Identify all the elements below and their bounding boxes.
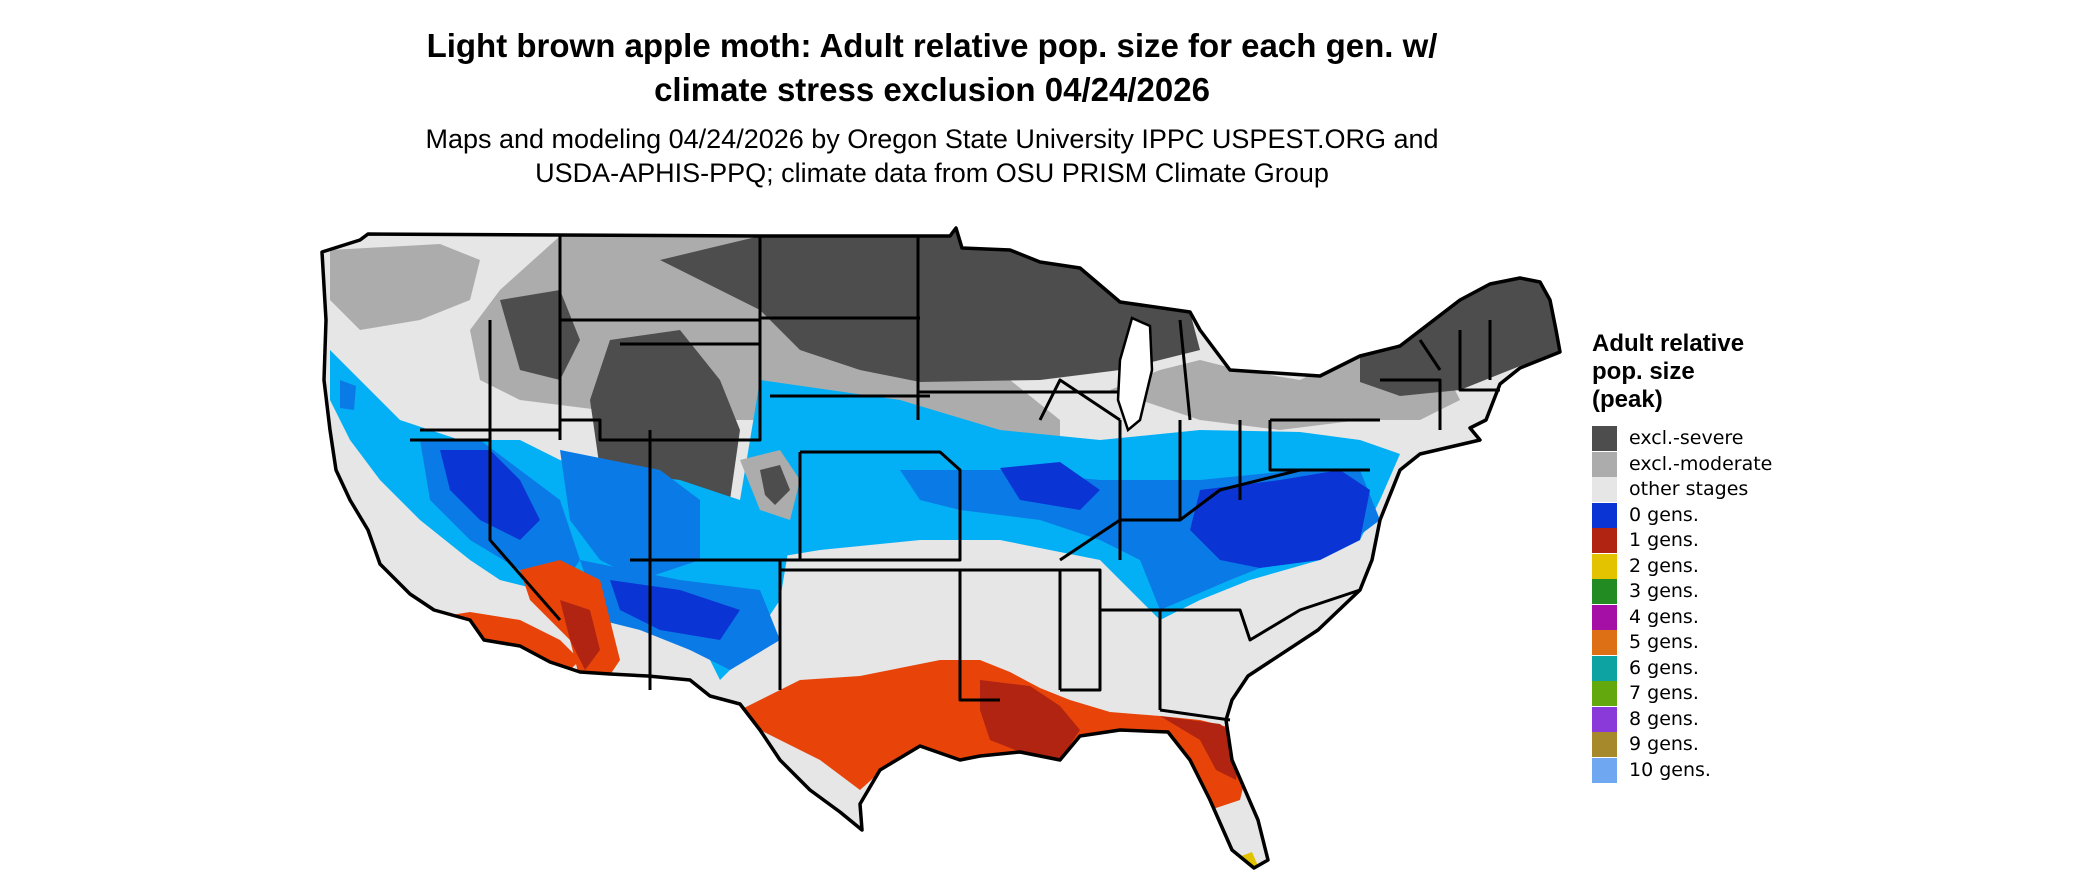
legend-item: 1 gens. [1592, 528, 1852, 554]
legend-label: excl.-severe [1629, 427, 1744, 450]
legend-swatch [1592, 579, 1617, 605]
legend-label: 4 gens. [1629, 605, 1699, 628]
legend-items: excl.-severe excl.-moderate other stages 0 … [1592, 426, 1852, 783]
legend-item: 3 gens. [1592, 579, 1852, 605]
legend-label: 7 gens. [1629, 682, 1699, 705]
legend-item: 4 gens. [1592, 604, 1852, 631]
legend-title-line-1: Adult relative [1592, 330, 1745, 357]
title-line-1: Light brown apple moth: Adult relative p… [426, 27, 1438, 64]
legend-item: excl.-severe [1592, 426, 1852, 452]
title-line-2: climate stress exclusion 04/24/2026 [654, 71, 1210, 108]
legend-label: 0 gens. [1629, 503, 1699, 526]
legend-swatch [1592, 426, 1617, 452]
legend-item: 10 gens. [1592, 757, 1852, 784]
map-title: Light brown apple moth: Adult relative p… [0, 24, 1864, 112]
legend-label: excl.-moderate [1629, 452, 1773, 475]
legend-swatch [1592, 732, 1617, 758]
legend: Adult relative pop. size (peak) excl.-se… [1592, 330, 1852, 783]
legend-label: 1 gens. [1629, 529, 1699, 552]
map-subtitle: Maps and modeling 04/24/2026 by Oregon S… [0, 122, 1864, 190]
legend-swatch [1592, 681, 1617, 707]
legend-label: 8 gens. [1629, 707, 1699, 730]
legend-label: 6 gens. [1629, 656, 1699, 679]
legend-label: 9 gens. [1629, 733, 1699, 756]
legend-label: other stages [1629, 478, 1749, 501]
legend-item: 8 gens. [1592, 706, 1852, 733]
legend-label: 5 gens. [1629, 631, 1699, 654]
subtitle-line-1: Maps and modeling 04/24/2026 by Oregon S… [425, 124, 1439, 154]
legend-item: 9 gens. [1592, 732, 1852, 758]
legend-title-line-2: pop. size [1592, 358, 1695, 385]
legend-swatch [1592, 655, 1617, 681]
legend-item: 6 gens. [1592, 655, 1852, 682]
legend-swatch [1592, 604, 1617, 630]
legend-swatch [1592, 528, 1617, 554]
legend-item: excl.-moderate [1592, 451, 1852, 478]
legend-label: 10 gens. [1629, 758, 1711, 781]
legend-title: Adult relative pop. size (peak) [1592, 330, 1852, 414]
legend-label: 2 gens. [1629, 554, 1699, 577]
legend-swatch [1592, 502, 1617, 528]
legend-title-line-3: (peak) [1592, 386, 1663, 413]
subtitle-line-2: USDA-APHIS-PPQ; climate data from OSU PR… [535, 158, 1329, 188]
legend-swatch [1592, 477, 1617, 503]
legend-swatch [1592, 553, 1617, 579]
legend-item: other stages [1592, 477, 1852, 503]
legend-swatch [1592, 706, 1617, 732]
legend-item: 0 gens. [1592, 502, 1852, 529]
legend-swatch [1592, 630, 1617, 656]
legend-item: 5 gens. [1592, 630, 1852, 656]
legend-swatch [1592, 451, 1617, 477]
legend-label: 3 gens. [1629, 580, 1699, 603]
legend-swatch [1592, 757, 1617, 783]
legend-item: 2 gens. [1592, 553, 1852, 580]
us-map [320, 226, 1562, 870]
legend-item: 7 gens. [1592, 681, 1852, 707]
